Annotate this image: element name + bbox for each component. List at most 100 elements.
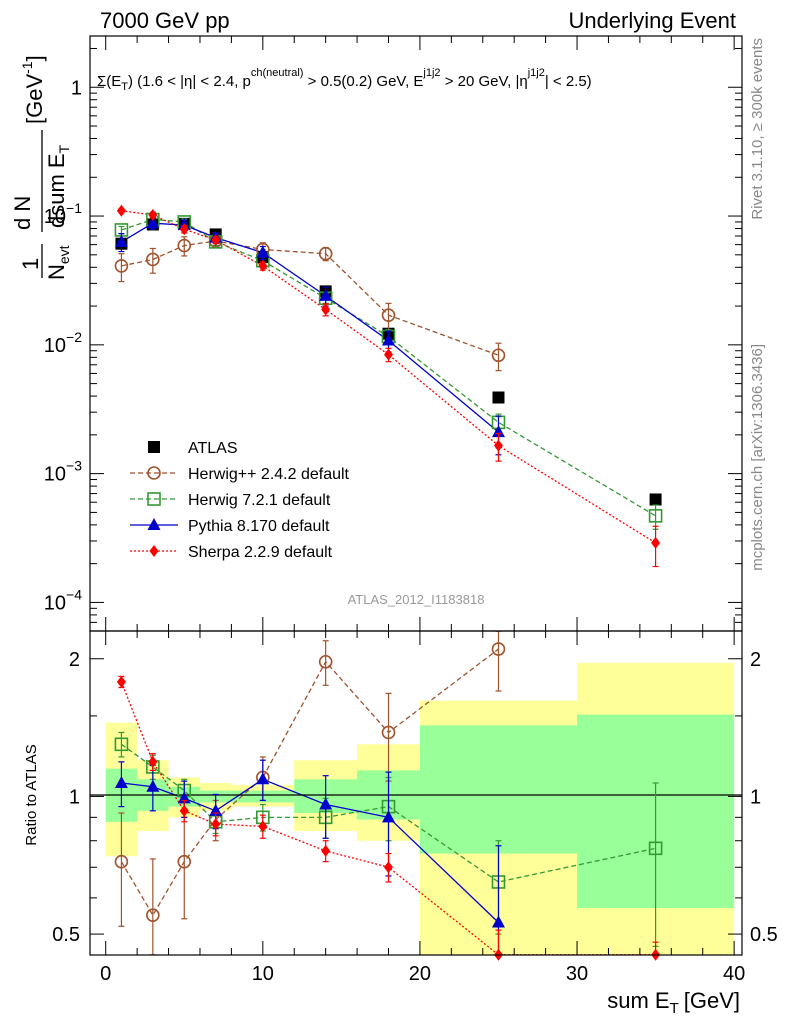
- x-axis-label: sum ET [GeV]: [607, 988, 740, 1017]
- point-pythia-8-170-default-1: [146, 216, 160, 229]
- ratio-y-tick-label-1: 1: [69, 786, 80, 808]
- ylabel-evt: evt: [56, 245, 72, 264]
- point-herwig-2-4-2-default-1: [146, 252, 160, 267]
- header-right: Underlying Event: [568, 8, 736, 33]
- ratio-point-herwig-7-2-1-default-8: [648, 841, 663, 856]
- ratio-y-tick-label-right-2: 2: [750, 649, 761, 671]
- point-sherpa-2-2-9-default-0: [116, 204, 126, 217]
- legend-item-herwig-2-4-2-default: Herwig++ 2.4.2 default: [130, 466, 350, 483]
- main-y-tick-exponent-2: −2: [66, 329, 82, 345]
- ratio-point-pythia-8-170-default-1: [146, 779, 160, 792]
- x-tick-label-1: 10: [252, 963, 274, 985]
- point-sherpa-2-2-9-default-2: [179, 223, 189, 236]
- green-band-bin-7: [419, 725, 578, 854]
- ratio-point-herwig-7-2-1-default-0: [114, 737, 129, 752]
- legend-item-atlas: ATLAS: [148, 440, 238, 457]
- ratio-point-sherpa-2-2-9-default-3: [211, 818, 221, 831]
- xlabel-sub: T: [670, 1000, 679, 1017]
- header-left: 7000 GeV pp: [100, 8, 230, 33]
- ratio-errbar-herwig-2-4-2-default-5: [322, 640, 329, 686]
- ratio-errbar-herwig-2-4-2-default-0: [118, 812, 125, 927]
- ratio-errbar-herwig-7-2-1-default-0: [118, 731, 125, 758]
- ratio-y-tick-label-0: 0.5: [52, 924, 80, 946]
- ratio-point-sherpa-2-2-9-default-0: [116, 675, 126, 688]
- legend-item-herwig-7-2-1-default: Herwig 7.2.1 default: [130, 492, 331, 509]
- obs-sub-t: T: [121, 81, 128, 93]
- legend-marker-herwig-2-4-2-default: [147, 466, 161, 480]
- point-herwig-2-4-2-default-7: [491, 348, 506, 363]
- ratio-point-herwig-2-4-2-default-2: [177, 854, 192, 869]
- main-y-tick-mantissa-2: 10: [44, 335, 66, 357]
- ratio-point-sherpa-2-2-9-default-6: [384, 861, 394, 874]
- legend-label-atlas: ATLAS: [188, 440, 238, 457]
- x-tick-label-4: 40: [723, 963, 745, 985]
- point-herwig-2-4-2-default-0: [114, 259, 129, 273]
- x-tick-label-3: 30: [566, 963, 588, 985]
- ylabel-unit-close: ]: [22, 55, 47, 61]
- obs-part-3: > 20 GeV, |η: [441, 73, 528, 90]
- point-sherpa-2-2-9-default-7: [493, 439, 503, 452]
- obs-part-1: ) (1.6 < |η| < 2.4, p: [128, 73, 251, 90]
- point-sherpa-2-2-9-default-5: [321, 303, 331, 316]
- ratio-point-herwig-2-4-2-default-6: [381, 725, 396, 740]
- ylabel-n-letter: N: [44, 264, 69, 280]
- point-herwig-7-2-1-default-8: [648, 509, 663, 523]
- point-pythia-8-170-default-4: [256, 245, 270, 258]
- main-series-markers: [114, 204, 663, 568]
- ratio-y-tick-label-2: 2: [69, 649, 80, 671]
- ratio-point-sherpa-2-2-9-default-2: [179, 804, 189, 817]
- legend-label-pythia-8-170-default: Pythia 8.170 default: [188, 518, 330, 535]
- point-pythia-8-170-default-6: [382, 333, 396, 346]
- point-atlas-8: [649, 493, 662, 506]
- point-herwig-2-4-2-default-5: [318, 246, 333, 261]
- legend: ATLAS Herwig++ 2.4.2 default Herwig 7.2.1 …: [130, 440, 350, 561]
- ratio-point-pythia-8-170-default-7: [491, 915, 505, 928]
- obs-sup-j: j1j2: [422, 67, 440, 79]
- rivet-label: Rivet 3.1.10, ≥ 300k events: [749, 38, 766, 220]
- ylabel-sub-t: T: [56, 144, 72, 153]
- main-y-tick-exponent-1: −1: [66, 200, 82, 216]
- main-y-tick-label-3: 10−3: [44, 458, 82, 486]
- x-tick-label-2: 20: [409, 963, 431, 985]
- point-herwig-2-4-2-default-2: [177, 238, 192, 253]
- legend-label-herwig-7-2-1-default: Herwig 7.2.1 default: [188, 492, 331, 509]
- ratio-series-markers: [114, 630, 663, 961]
- ratio-y-tick-label-right-0: 0.5: [750, 924, 778, 946]
- point-pythia-8-170-default-5: [319, 288, 333, 301]
- obs-sigma: Σ(E: [97, 73, 121, 90]
- main-y-axis-label: 1 Nevt d N dsum ET [GeV-1]: [10, 55, 72, 280]
- ratio-point-pythia-8-170-default-0: [114, 775, 128, 788]
- point-sherpa-2-2-9-default-6: [384, 348, 394, 361]
- point-pythia-8-170-default-7: [491, 425, 505, 438]
- ratio-point-pythia-8-170-default-6: [382, 810, 396, 823]
- ylabel-unit-sup: -1: [19, 61, 35, 74]
- point-pythia-8-170-default-0: [114, 234, 128, 247]
- legend-label-herwig-2-4-2-default: Herwig++ 2.4.2 default: [188, 466, 350, 483]
- main-y-tick-mantissa-4: 10: [44, 592, 66, 614]
- point-sherpa-2-2-9-default-4: [258, 259, 268, 272]
- ylabel-n: Nevt: [44, 245, 72, 280]
- main-y-tick-label-1: 10−1: [44, 200, 82, 228]
- main-y-tick-label-4: 10−4: [44, 586, 82, 614]
- point-sherpa-2-2-9-default-1: [148, 208, 158, 221]
- ylabel-unit-open: [GeV: [22, 74, 47, 124]
- ratio-point-herwig-2-4-2-default-5: [318, 654, 333, 669]
- point-herwig-2-4-2-default-6: [381, 308, 396, 322]
- ratio-point-sherpa-2-2-9-default-5: [321, 844, 331, 857]
- main-y-tick-label-2: 10−2: [44, 329, 82, 357]
- main-y-tick-label-0: 1: [71, 77, 82, 99]
- point-sherpa-2-2-9-default-3: [211, 234, 221, 247]
- errbar-herwig-2-4-2-default-7: [495, 342, 502, 372]
- main-y-tick-mantissa-1: 10: [44, 206, 66, 228]
- ylabel-denominator: dsum ET: [44, 144, 72, 228]
- ratio-point-pythia-8-170-default-2: [177, 791, 191, 804]
- legend-marker-herwig-7-2-1-default: [147, 492, 161, 506]
- ratio-line-herwig-2-4-2-default: [120, 648, 499, 917]
- obs-part-2: > 0.5(0.2) GeV, E: [303, 73, 423, 90]
- ratio-y-tick-label-right-1: 1: [750, 786, 761, 808]
- ylabel-one: 1: [18, 258, 43, 270]
- analysis-label: ATLAS_2012_I1183818: [348, 592, 485, 607]
- main-y-tick-exponent-4: −4: [66, 586, 82, 602]
